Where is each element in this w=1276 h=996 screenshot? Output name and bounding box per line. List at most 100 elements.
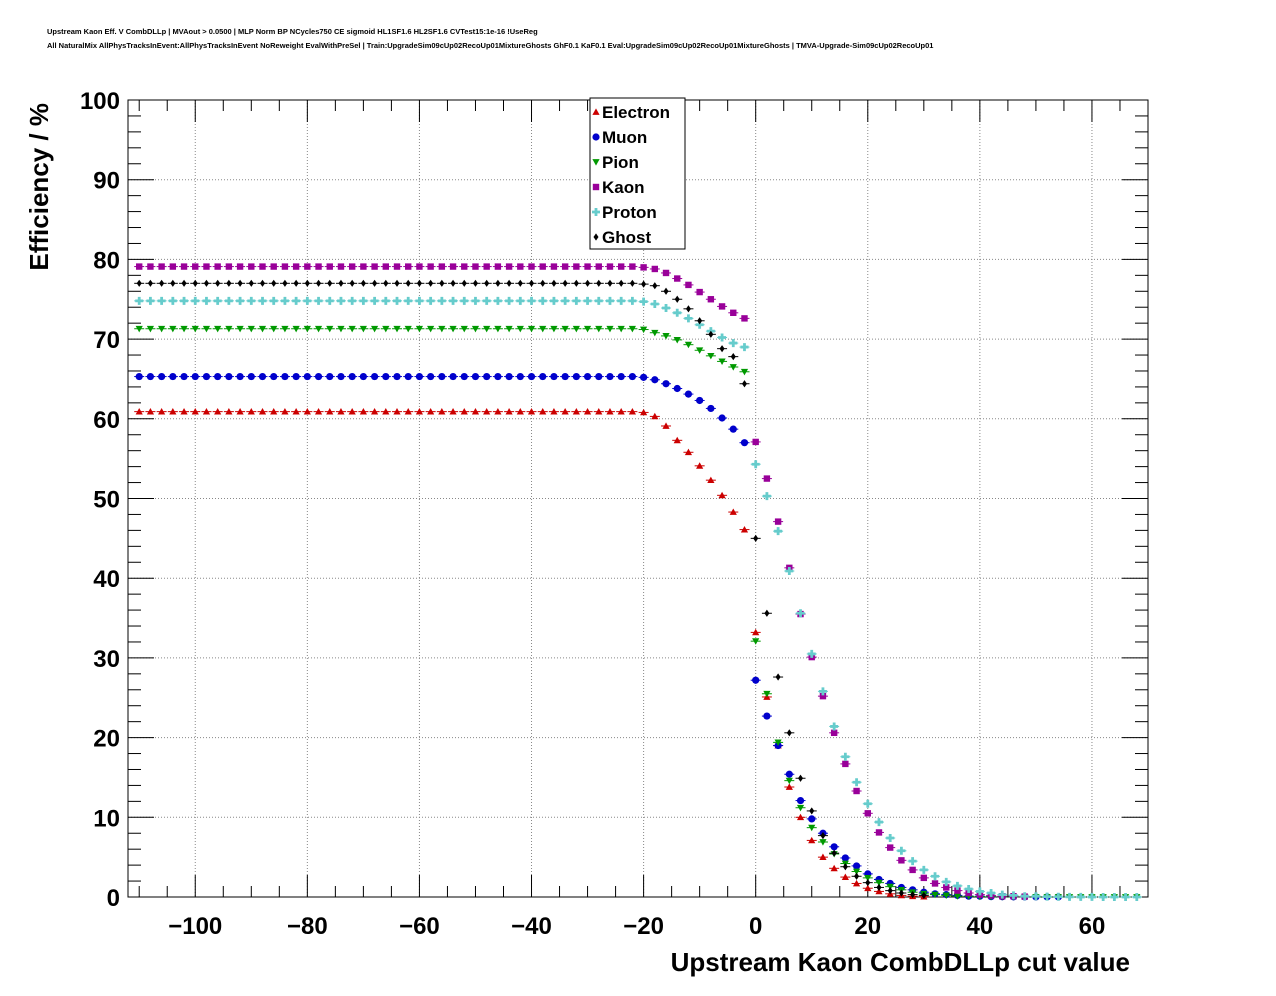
data-point-pion-19 [348,325,356,333]
data-point-kaon-36 [539,263,546,270]
data-point-muon-63 [841,854,849,862]
data-point-kaon-63 [842,760,849,768]
x-tick-label-2: −60 [399,913,440,940]
legend-box [589,97,686,250]
data-point-kaon-32 [494,263,502,270]
data-point-kaon-10 [248,263,255,270]
data-point-electron-9 [236,408,244,415]
data-point-muon-26 [427,372,435,381]
data-point-electron-20 [359,408,367,415]
series-proton [134,296,1142,901]
data-point-pion-56 [763,690,771,698]
data-point-pion-15 [303,325,311,333]
data-point-muon-13 [281,372,289,381]
data-point-kaon-7 [214,263,221,270]
data-point-electron-18 [337,408,345,415]
data-point-pion-59 [796,804,805,812]
legend-marker-kaon [592,183,600,191]
data-point-electron-64 [852,879,861,887]
data-point-proton-67 [886,834,895,843]
data-point-pion-33 [505,325,513,333]
data-point-proton-74 [964,885,973,894]
x-axis-title: Upstream Kaon CombDLLp cut value [671,947,1130,977]
data-point-proton-61 [818,687,827,696]
data-point-pion-18 [337,325,345,333]
data-point-proton-59 [796,609,805,618]
data-point-proton-28 [449,296,458,305]
data-point-electron-48 [673,436,681,444]
data-point-muon-34 [516,372,524,381]
data-point-electron-27 [438,408,446,415]
data-point-ghost-43 [618,279,624,287]
data-point-ghost-60 [809,807,815,815]
data-point-pion-16 [314,325,323,333]
data-point-muon-3 [169,372,177,381]
data-point-kaon-18 [337,263,345,270]
data-point-proton-32 [493,296,502,305]
legend-entry-ghost: Ghost [593,228,651,247]
data-point-pion-14 [292,325,300,333]
data-point-proton-79 [1020,892,1029,901]
tick-layer [128,99,1149,898]
data-point-proton-2 [157,296,166,305]
data-point-electron-60 [808,836,816,844]
data-point-ghost-0 [136,279,142,287]
data-point-muon-46 [651,376,659,384]
data-point-proton-33 [505,296,514,305]
y-tick-label-3: 30 [93,646,120,673]
data-point-proton-40 [583,296,592,305]
data-point-electron-25 [415,408,424,415]
data-point-kaon-40 [584,263,591,270]
data-point-muon-42 [606,372,614,381]
data-point-pion-51 [707,352,715,360]
data-point-ghost-15 [304,279,310,287]
data-point-ghost-61 [820,832,826,840]
data-point-ghost-20 [360,279,366,287]
data-point-electron-34 [516,408,524,415]
data-point-pion-61 [819,839,827,846]
data-point-muon-52 [718,414,726,422]
data-point-muon-55 [752,676,760,684]
data-point-proton-64 [852,778,861,787]
data-point-muon-31 [483,372,491,381]
data-point-kaon-15 [304,263,311,270]
data-point-pion-13 [281,325,289,333]
data-point-pion-41 [595,325,603,333]
x-tick-label-0: −100 [168,913,222,940]
data-point-muon-58 [785,770,793,778]
data-point-pion-55 [752,638,760,645]
data-point-electron-33 [505,408,513,415]
legend-label-electron: Electron [602,103,670,122]
data-point-kaon-49 [685,281,692,289]
data-point-ghost-46 [652,282,658,290]
data-point-ghost-14 [293,279,299,287]
legend-marker-ghost [593,233,599,241]
data-point-pion-7 [214,325,222,333]
data-point-kaon-3 [169,263,177,270]
data-point-muon-53 [729,425,737,433]
data-point-proton-22 [381,296,390,305]
y-tick-label-5: 50 [93,487,120,514]
data-point-electron-53 [729,508,737,515]
data-point-muon-41 [595,372,603,381]
data-point-muon-30 [471,372,480,381]
data-point-muon-17 [326,372,334,381]
data-point-proton-87 [1110,893,1119,901]
data-point-pion-39 [572,325,580,333]
data-point-electron-41 [595,408,603,415]
data-point-muon-40 [583,372,592,381]
data-point-kaon-57 [774,518,782,525]
data-point-kaon-61 [819,692,827,700]
data-point-proton-35 [527,296,536,305]
data-point-ghost-59 [798,774,804,782]
data-point-proton-23 [393,296,402,305]
data-point-proton-53 [729,339,738,348]
data-point-kaon-12 [270,263,277,270]
data-point-muon-38 [561,372,569,381]
data-point-muon-48 [673,384,681,393]
data-point-kaon-16 [315,263,322,270]
data-point-pion-23 [393,325,401,333]
y-tick-label-2: 20 [93,726,120,753]
data-point-ghost-53 [730,353,736,361]
data-point-pion-22 [382,325,390,333]
